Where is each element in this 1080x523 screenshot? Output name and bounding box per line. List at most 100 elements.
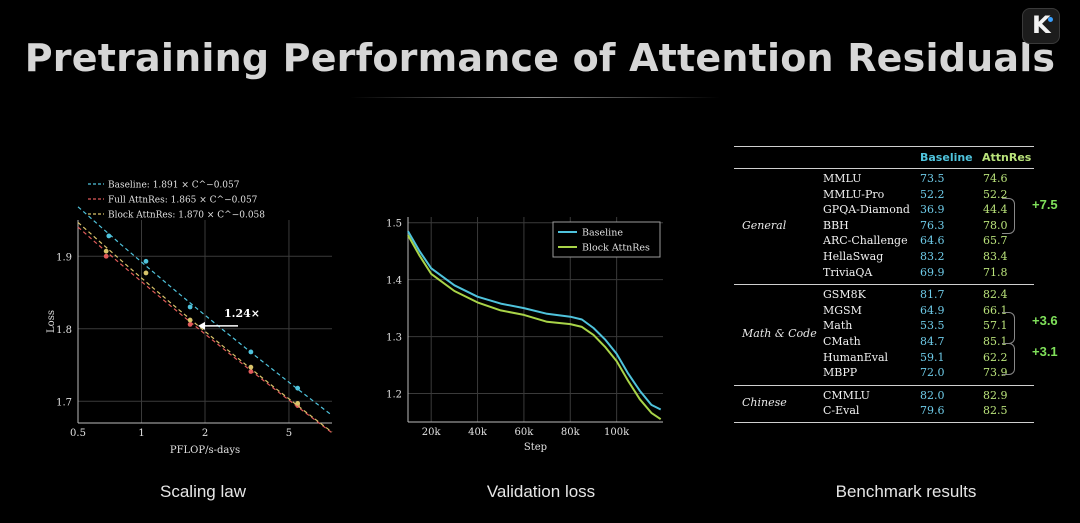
x-tick-label: 0.5	[70, 428, 86, 439]
column-header-attnres: AttnRes	[982, 151, 1032, 164]
scaling-law-chart: 0.5 1 2 5 1.7 1.8 1.9 PFLOP/s-days Loss Baseline:…	[46, 181, 333, 456]
table-row: BBH 76.3 78.0	[734, 219, 1034, 234]
category-label: Math & Code	[742, 327, 817, 340]
attnres-score: 85.1	[983, 335, 1008, 348]
gain-brace	[1002, 343, 1015, 375]
category-label: Chinese	[742, 396, 787, 410]
benchmark-name: TriviaQA	[823, 265, 873, 279]
table-row: MGSM 64.9 66.1	[734, 304, 1034, 319]
caption-validation-loss: Validation loss	[486, 482, 596, 501]
y-tick-label: 1.8	[56, 325, 72, 336]
baseline-score: 81.7	[920, 288, 945, 302]
annotation-label: 1.24×	[224, 307, 260, 320]
column-header-baseline: Baseline	[920, 151, 973, 164]
category-label: General	[742, 218, 787, 232]
legend-entry: Full AttnRes: 1.865 × C^−0.057	[108, 196, 258, 206]
legend-entry: Block AttnRes	[582, 243, 650, 254]
data-point-block-attnres	[103, 248, 109, 254]
benchmark-name: GPQA-Diamond	[823, 203, 910, 217]
attnres-score: 74.6	[983, 172, 1008, 185]
benchmark-name: HellaSwag	[823, 250, 884, 263]
baseline-score: 76.3	[920, 218, 945, 232]
baseline-score: 53.5	[920, 319, 945, 333]
fit-line-block-attnres	[77, 221, 333, 433]
baseline-score: 79.6	[920, 404, 945, 418]
logo-letter: K	[1032, 11, 1051, 39]
baseline-score: 82.0	[920, 388, 945, 402]
x-tick-label: 40k	[468, 427, 488, 438]
data-point-baseline	[143, 258, 149, 264]
benchmark-name: HumanEval	[823, 350, 889, 364]
baseline-score: 84.7	[920, 335, 945, 348]
table-row: HellaSwag 83.2 83.4	[734, 250, 1034, 265]
data-point-block-attnres	[295, 401, 301, 406]
data-point-baseline	[187, 304, 193, 310]
benchmark-name: CMMLU	[823, 388, 870, 402]
legend-entry: Block AttnRes: 1.870 × C^−0.058	[108, 211, 265, 221]
series-line-block-attnres	[407, 234, 662, 421]
table-row: GPQA-Diamond 36.9 44.4	[734, 203, 1034, 218]
caption-scaling-law: Scaling law	[160, 482, 246, 501]
attnres-score: 82.5	[983, 404, 1008, 418]
data-point-baseline	[106, 233, 112, 239]
gain-label: +3.6	[1032, 313, 1058, 328]
x-axis-label: PFLOP/s-days	[170, 445, 240, 456]
table-row: CMMLU 82.0 82.9	[734, 389, 1034, 404]
data-point-full-attnres	[103, 253, 109, 259]
group-rule	[734, 384, 1034, 386]
attnres-score: 83.4	[983, 250, 1008, 263]
gain-label: +3.1	[1032, 344, 1058, 359]
attnres-score: 65.7	[983, 234, 1008, 248]
baseline-score: 73.5	[920, 172, 945, 185]
baseline-score: 83.2	[920, 250, 945, 263]
gain-brace	[1002, 198, 1015, 234]
gain-brace	[1002, 312, 1015, 344]
legend-entry: Baseline: 1.891 × C^−0.057	[108, 181, 240, 191]
table-row: Math 53.5 57.1	[734, 319, 1034, 334]
benchmark-name: MBPP	[823, 366, 858, 380]
y-axis-label: Loss	[46, 310, 57, 333]
attnres-score: 73.9	[983, 366, 1008, 380]
attnres-score: 82.4	[983, 288, 1008, 302]
table-bottom-rule	[734, 422, 1034, 423]
y-tick-label: 1.5	[386, 219, 402, 230]
page-title: Pretraining Performance of Attention Res…	[24, 36, 1056, 80]
table-row: MBPP 72.0 73.9	[734, 366, 1034, 381]
y-tick-label: 1.3	[386, 333, 402, 344]
fit-line-full-attnres	[77, 226, 333, 434]
y-tick-label: 1.7	[56, 397, 72, 408]
benchmark-name: GSM8K	[823, 288, 866, 302]
y-tick-label: 1.4	[386, 276, 402, 287]
gain-label: +7.5	[1032, 197, 1058, 212]
header-rule	[734, 168, 1034, 169]
table-row: CMath 84.7 85.1	[734, 335, 1034, 350]
benchmark-name: MMLU	[823, 172, 862, 185]
table-row: GSM8K 81.7 82.4	[734, 288, 1034, 303]
data-point-block-attnres	[143, 270, 149, 276]
data-point-full-attnres	[187, 322, 193, 327]
baseline-score: 64.6	[920, 234, 945, 248]
table-row: C-Eval 79.6 82.5	[734, 404, 1034, 419]
brand-logo: K	[1022, 8, 1060, 44]
table-row: HumanEval 59.1 62.2	[734, 351, 1034, 366]
table-top-rule	[734, 146, 1034, 147]
series-line-baseline	[407, 230, 662, 411]
logo-dot-icon	[1048, 17, 1053, 22]
baseline-score: 52.2	[920, 187, 945, 201]
benchmark-name: BBH	[823, 218, 849, 232]
y-tick-label: 1.2	[386, 390, 402, 401]
baseline-score: 69.9	[920, 265, 945, 279]
table-row: TriviaQA 69.9 71.8	[734, 266, 1034, 281]
table-row: MMLU 73.5 74.6	[734, 172, 1034, 187]
benchmark-name: MGSM	[823, 303, 862, 317]
data-point-baseline	[295, 385, 301, 391]
benchmark-table: Baseline AttnRes MMLU 73.5 74.6 MMLU-Pro 52.2 5…	[734, 146, 1058, 426]
attnres-score: 82.9	[983, 388, 1008, 402]
fit-line-baseline	[77, 206, 333, 416]
attnres-score: 44.4	[983, 203, 1008, 217]
attnres-score: 52.2	[983, 187, 1008, 201]
data-point-full-attnres	[248, 369, 254, 374]
x-tick-label: 1	[138, 428, 144, 439]
x-tick-label: 80k	[561, 427, 581, 438]
baseline-score: 36.9	[920, 203, 945, 217]
